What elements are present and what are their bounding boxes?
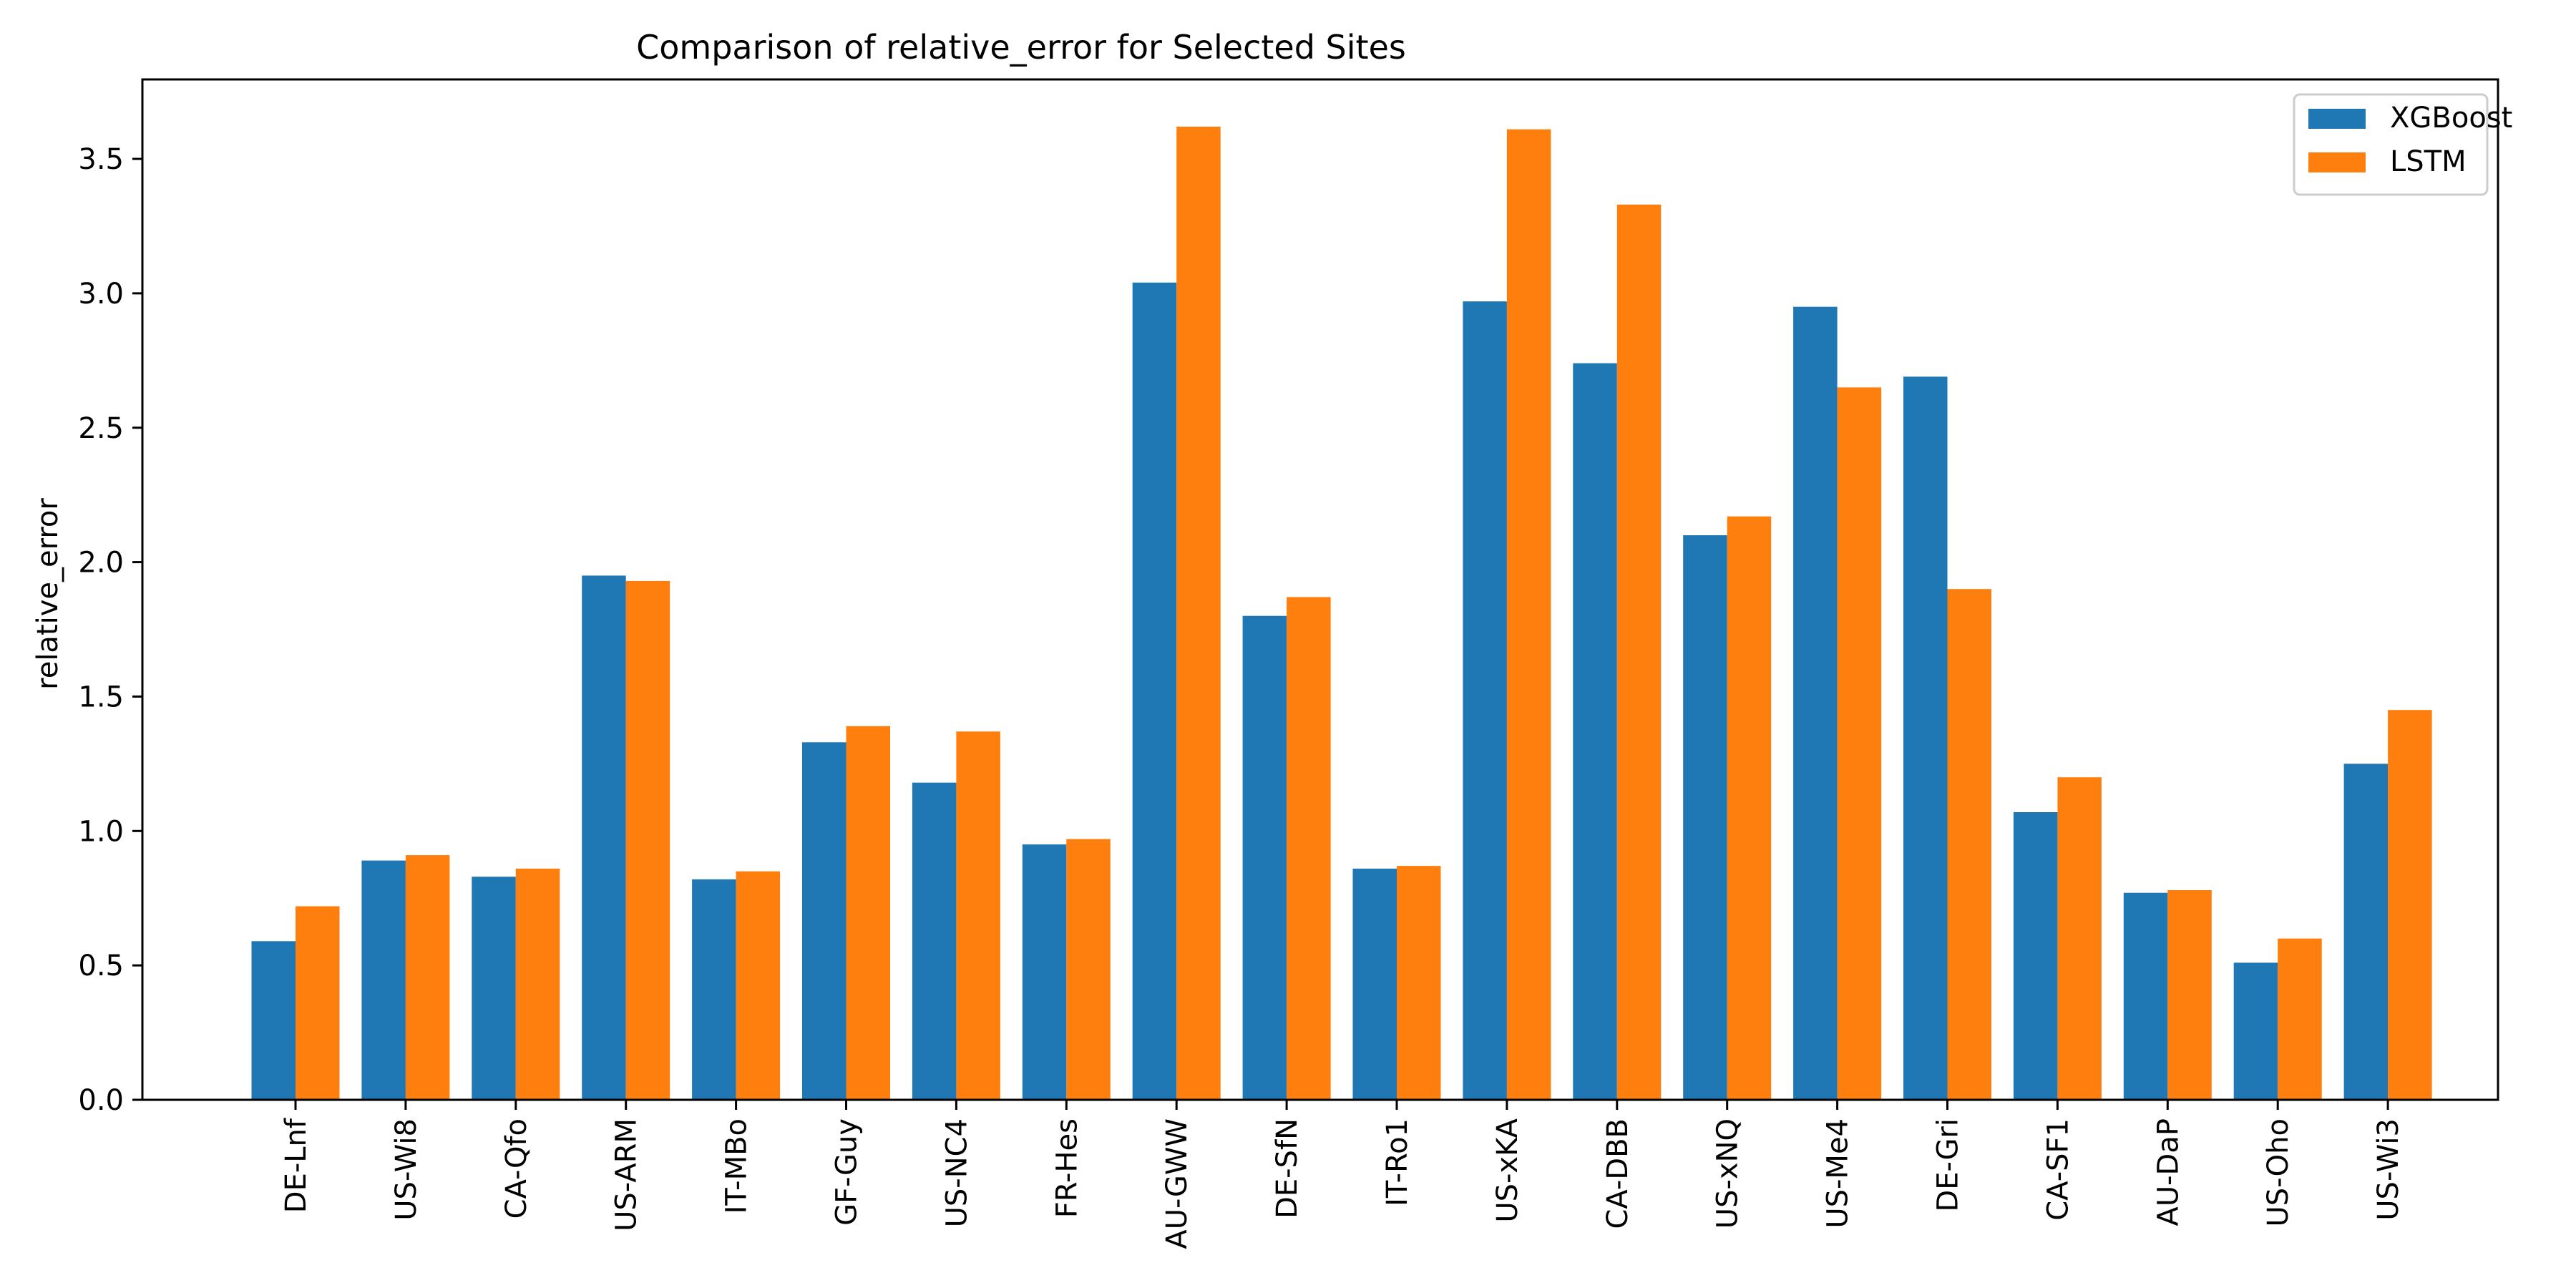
y-tick-label: 0.5 [78, 950, 124, 982]
bar-lstm-au-gww [1176, 127, 1221, 1100]
bar-lstm-ca-qfo [515, 868, 560, 1100]
x-tick-label: US-Wi8 [390, 1118, 423, 1221]
bar-xgboost-gf-guy [802, 742, 847, 1100]
bar-xgboost-ca-dbb [1573, 363, 1617, 1101]
x-tick-label: DE-SfN [1271, 1118, 1304, 1219]
legend: XGBoost LSTM [2293, 93, 2512, 196]
bar-lstm-us-arm [625, 580, 670, 1100]
legend-label-lstm: LSTM [2390, 145, 2467, 178]
x-tick-label: US-Wi3 [2372, 1118, 2405, 1221]
bars-layer [251, 127, 2432, 1101]
x-tick-label: CA-Qfo [500, 1118, 533, 1219]
plot-frame [141, 78, 2499, 1101]
bar-xgboost-us-me4 [1793, 306, 1838, 1101]
bar-lstm-us-wi3 [2388, 710, 2432, 1100]
bar-lstm-de-gri [1947, 589, 1991, 1100]
x-tick-label: US-Oho [2262, 1118, 2295, 1227]
bar-xgboost-us-wi3 [2343, 763, 2389, 1100]
bar-lstm-ca-dbb [1616, 204, 1662, 1100]
bar-xgboost-ca-qfo [472, 877, 516, 1100]
bar-xgboost-de-sfn [1242, 615, 1287, 1100]
bar-xgboost-us-nc4 [912, 782, 957, 1100]
bar-xgboost-us-xnq [1683, 535, 1727, 1100]
bar-xgboost-au-dap [2123, 892, 2168, 1100]
bar-lstm-de-sfn [1287, 597, 1331, 1100]
bar-xgboost-au-gww [1132, 282, 1177, 1100]
bar-xgboost-us-arm [582, 575, 626, 1100]
bar-xgboost-fr-hes [1022, 844, 1067, 1100]
y-tick-label: 1.5 [78, 680, 124, 713]
legend-label-xgboost: XGBoost [2390, 102, 2512, 135]
y-axis-label: relative_error [31, 498, 64, 690]
bar-xgboost-us-oho [2233, 962, 2278, 1100]
x-tick-label: AU-DaP [2152, 1118, 2185, 1226]
y-tick-label: 2.0 [78, 547, 124, 580]
y-tick-label: 1.0 [78, 815, 124, 848]
x-tick-label: AU-GWW [1161, 1118, 1194, 1249]
x-axis: DE-Lnf US-Wi8 CA-Qfo US-ARM IT-MBo GF-Guy US-N… [280, 1100, 2405, 1249]
bar-xgboost-it-mbo [692, 879, 736, 1100]
x-tick-label: US-xKA [1491, 1118, 1524, 1222]
legend-swatch-lstm [2308, 152, 2366, 172]
x-tick-label: DE-Gri [1932, 1118, 1965, 1212]
bar-lstm-us-xka [1506, 129, 1551, 1101]
bar-lstm-gf-guy [846, 726, 890, 1100]
legend-swatch-xgboost [2308, 109, 2366, 129]
x-tick-label: IT-MBo [721, 1118, 753, 1214]
x-tick-label: FR-Hes [1050, 1118, 1083, 1218]
x-tick-label: CA-SF1 [2041, 1118, 2074, 1221]
x-tick-label: DE-Lnf [280, 1118, 313, 1213]
x-tick-label: US-ARM [610, 1118, 643, 1231]
x-tick-label: CA-DBB [1601, 1118, 1634, 1229]
bar-xgboost-de-gri [1903, 376, 1948, 1100]
chart-title: Comparison of relative_error for Selecte… [636, 28, 1406, 67]
x-tick-label: US-NC4 [940, 1118, 973, 1227]
x-tick-label: US-Me4 [1822, 1118, 1855, 1229]
bar-xgboost-de-lnf [251, 941, 296, 1100]
bar-lstm-au-dap [2167, 890, 2212, 1100]
bar-xgboost-ca-sf1 [2013, 812, 2058, 1100]
bar-lstm-us-oho [2278, 938, 2322, 1100]
y-tick-label: 0.0 [78, 1084, 124, 1117]
y-tick-label: 3.0 [78, 278, 124, 311]
bar-lstm-it-mbo [736, 871, 781, 1100]
bar-lstm-ca-sf1 [2057, 777, 2102, 1100]
bar-lstm-fr-hes [1066, 839, 1111, 1100]
bar-xgboost-it-ro1 [1352, 868, 1397, 1100]
bar-lstm-de-lnf [296, 906, 340, 1100]
bar-lstm-us-me4 [1837, 387, 1882, 1100]
x-tick-label: IT-Ro1 [1381, 1118, 1414, 1206]
y-tick-label: 2.5 [78, 412, 124, 445]
y-axis: 0.0 0.5 1.0 1.5 2.0 2.5 3.0 3.5 [78, 143, 142, 1117]
x-tick-label: GF-Guy [831, 1118, 864, 1226]
bar-lstm-us-nc4 [956, 731, 1000, 1100]
bar-xgboost-us-wi8 [361, 860, 406, 1100]
y-tick-label: 3.5 [78, 143, 124, 176]
x-tick-label: US-xNQ [1712, 1118, 1745, 1229]
bar-lstm-us-xnq [1727, 516, 1772, 1100]
bar-xgboost-us-xka [1463, 301, 1507, 1101]
bar-lstm-us-wi8 [405, 855, 450, 1100]
bar-lstm-it-ro1 [1397, 866, 1441, 1100]
